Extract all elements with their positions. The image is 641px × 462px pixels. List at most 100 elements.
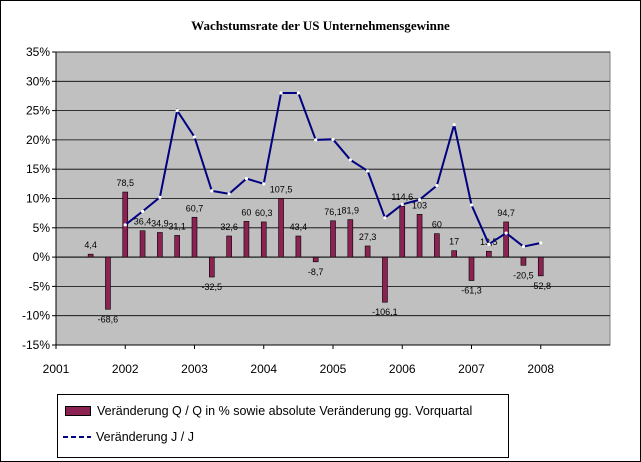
bar <box>330 220 336 258</box>
y-tick-label: -10% <box>22 309 50 323</box>
line-point <box>210 189 214 193</box>
y-tick-label: 15% <box>26 162 50 176</box>
x-tick-label: 2007 <box>458 362 485 376</box>
line-point <box>158 195 162 199</box>
bar-data-label: -20,5 <box>513 270 534 280</box>
line-point <box>192 135 197 139</box>
bar-data-label: 60 <box>432 220 442 230</box>
bar-data-label: -106,1 <box>372 307 398 317</box>
line-point <box>123 223 127 227</box>
bar-data-label: 94,7 <box>497 208 515 218</box>
chart-legend: Veränderung Q / Q in % sowie absolute Ve… <box>57 394 509 458</box>
y-tick-label: 30% <box>26 74 50 88</box>
x-tick-label: 2005 <box>320 362 347 376</box>
bar <box>451 250 457 258</box>
line-point <box>227 192 231 196</box>
bar <box>468 256 475 281</box>
y-tick-label: 0% <box>33 250 51 264</box>
bar <box>209 256 215 278</box>
bar <box>399 205 406 258</box>
x-tick-label: 2006 <box>389 362 416 376</box>
bar-data-label: -61,3 <box>461 286 482 296</box>
legend-line-swatch <box>63 436 91 438</box>
bar <box>295 235 302 258</box>
y-tick-label: -15% <box>22 338 50 352</box>
bar <box>537 256 544 277</box>
y-tick-label: 5% <box>33 221 51 235</box>
y-tick-label: 25% <box>26 104 50 118</box>
legend-item-line: Veränderung J / J <box>58 428 194 446</box>
bar <box>486 250 492 258</box>
bar-data-label: 32,6 <box>220 222 238 232</box>
bar <box>105 256 111 310</box>
bar <box>520 256 527 266</box>
x-tick-label: 2002 <box>112 362 139 376</box>
bar-data-label: -52,8 <box>530 281 551 291</box>
bar-data-label: 60,3 <box>255 208 273 218</box>
line-point <box>539 241 543 245</box>
legend-line-label: Veränderung J / J <box>96 430 194 444</box>
line-point <box>521 244 526 249</box>
bar-data-label: 60,7 <box>186 203 204 213</box>
legend-item-bars: Veränderung Q / Q in % sowie absolute Ve… <box>58 402 472 420</box>
bar <box>87 253 94 258</box>
bar-data-label: -32,5 <box>202 282 223 292</box>
bar <box>139 230 146 258</box>
line-point <box>417 198 422 202</box>
line-point <box>435 184 439 188</box>
bar <box>243 221 250 258</box>
bar <box>364 245 371 258</box>
bar-data-label: 17 <box>449 237 459 247</box>
y-tick-label: 10% <box>26 192 50 206</box>
bar-data-label: 31,1 <box>168 221 186 231</box>
legend-bar-label: Veränderung Q / Q in % sowie absolute Ve… <box>97 404 473 418</box>
bar-data-label: 114,6 <box>391 192 413 202</box>
line-point <box>279 91 283 95</box>
line-point <box>262 182 266 186</box>
bar <box>278 198 284 258</box>
line-point <box>296 91 300 95</box>
bar <box>382 256 388 303</box>
line-point <box>487 242 491 246</box>
x-tick-label: 2008 <box>527 362 554 376</box>
bar <box>157 232 163 258</box>
bar <box>191 216 198 258</box>
line-point <box>366 169 370 173</box>
bar-data-label: 43,4 <box>290 222 308 232</box>
x-tick-label: 2003 <box>181 362 208 376</box>
bar-data-label: 60 <box>241 207 251 217</box>
bar-data-label: 76,1 <box>324 207 342 217</box>
bar-data-label: 103 <box>412 200 427 210</box>
bar <box>312 256 319 263</box>
bar <box>416 214 423 258</box>
bar-data-label: -68,6 <box>98 314 119 324</box>
x-tick-label: 2001 <box>43 362 70 376</box>
bar-data-label: 4,4 <box>84 240 97 250</box>
line-point <box>348 158 352 162</box>
bar-data-label: -8,7 <box>308 267 324 277</box>
line-point <box>140 209 145 213</box>
bar <box>434 233 440 258</box>
line-point <box>452 123 456 127</box>
bar-data-label: 78,5 <box>116 178 134 188</box>
y-tick-label: -5% <box>29 279 51 293</box>
line-point <box>331 137 335 141</box>
x-tick-label: 2004 <box>250 362 277 376</box>
bar-data-label: 81,9 <box>342 206 360 216</box>
line-point <box>469 203 474 207</box>
line-point <box>175 109 179 113</box>
line-point <box>244 176 249 181</box>
bar <box>347 219 354 258</box>
bar-data-label: 34,9 <box>151 218 169 228</box>
bar-data-label: 27,3 <box>359 232 377 242</box>
bar <box>260 221 267 258</box>
chart-title: Wachstumsrate der US Unternehmensgewinne <box>191 18 450 33</box>
legend-bar-swatch <box>65 406 91 416</box>
bar-data-label: 107,5 <box>270 185 293 195</box>
bar <box>174 235 180 258</box>
bar <box>503 221 509 258</box>
bar-data-label: 36,4 <box>134 217 152 227</box>
line-point <box>383 216 387 220</box>
y-tick-label: 20% <box>26 133 50 147</box>
